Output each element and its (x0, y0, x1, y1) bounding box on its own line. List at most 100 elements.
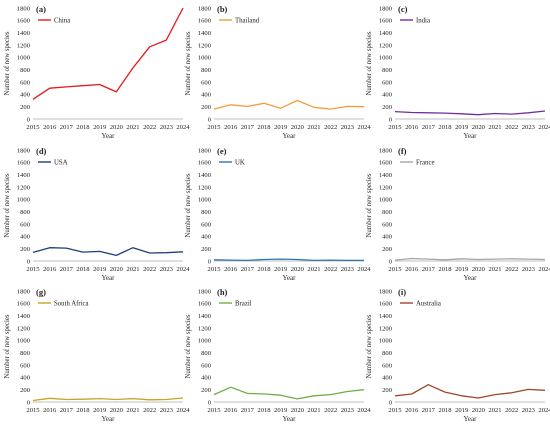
y-tick-label: 0 (27, 399, 31, 406)
x-tick-label: 2016 (405, 407, 419, 414)
y-tick-label: 1400 (198, 172, 212, 179)
data-point (528, 259, 529, 260)
data-point (230, 259, 231, 260)
y-tick-label: 1600 (17, 18, 31, 25)
data-point (528, 389, 529, 390)
y-tick-label: 1200 (198, 42, 212, 49)
x-tick-label: 2022 (324, 266, 337, 273)
y-tick-label: 1600 (17, 301, 31, 308)
x-tick-label: 2021 (488, 266, 501, 273)
data-point (49, 88, 50, 89)
x-tick-label: 2018 (438, 124, 452, 131)
y-tick-label: 400 (201, 92, 212, 99)
data-point (461, 395, 462, 396)
x-tick-label: 2019 (274, 407, 288, 414)
y-tick-label: 1200 (17, 42, 31, 49)
data-point (132, 67, 133, 68)
y-tick-label: 1800 (198, 5, 212, 12)
y-tick-label: 600 (201, 362, 212, 369)
x-tick-label: 2024 (176, 407, 190, 414)
data-point (99, 398, 100, 399)
x-tick-label: 2016 (405, 124, 419, 131)
x-tick-label: 2015 (388, 124, 402, 131)
y-axis-title: Number of new species (4, 173, 11, 237)
y-tick-label: 400 (20, 375, 31, 382)
y-tick-label: 800 (201, 209, 212, 216)
y-tick-label: 1800 (379, 288, 393, 295)
data-point (263, 103, 264, 104)
y-tick-label: 1600 (198, 18, 212, 25)
data-point (511, 392, 512, 393)
x-tick-label: 2021 (126, 407, 139, 414)
x-tick-label: 2022 (324, 407, 337, 414)
y-tick-label: 0 (27, 116, 31, 123)
y-tick-label: 1400 (198, 313, 212, 320)
data-point (166, 39, 167, 40)
x-tick-label: 2023 (341, 266, 355, 273)
data-point (444, 113, 445, 114)
x-tick-label: 2022 (324, 124, 337, 131)
y-tick-label: 1400 (17, 172, 31, 179)
data-point (82, 399, 83, 400)
data-point (494, 259, 495, 260)
x-tick-label: 2021 (488, 407, 501, 414)
data-point (528, 112, 529, 113)
series-line-australia (394, 384, 546, 399)
x-tick-label: 2016 (224, 266, 238, 273)
x-tick-label: 2019 (455, 266, 469, 273)
y-tick-label: 200 (201, 246, 212, 253)
x-tick-label: 2020 (291, 407, 305, 414)
x-tick-label: 2017 (422, 266, 436, 273)
panel-label: (f) (398, 146, 407, 156)
x-tick-label: 2018 (76, 266, 90, 273)
x-tick-label: 2024 (538, 407, 550, 414)
x-tick-label: 2021 (307, 407, 320, 414)
data-point (213, 109, 214, 110)
y-tick-label: 1800 (17, 5, 31, 12)
x-axis-title: Year (283, 415, 297, 423)
x-tick-label: 2023 (522, 407, 536, 414)
x-tick-label: 2016 (224, 407, 238, 414)
data-point (444, 392, 445, 393)
x-tick-label: 2020 (472, 266, 486, 273)
data-point (247, 106, 248, 107)
x-tick-label: 2020 (472, 124, 486, 131)
data-point (297, 100, 298, 101)
data-point (347, 260, 348, 261)
y-tick-label: 1800 (17, 147, 31, 154)
x-tick-label: 2024 (538, 266, 550, 273)
y-tick-label: 1400 (379, 30, 393, 37)
y-tick-label: 1400 (379, 313, 393, 320)
legend-label: Thailand (235, 18, 260, 25)
x-tick-label: 2022 (505, 124, 518, 131)
x-tick-label: 2016 (405, 266, 419, 273)
y-tick-label: 600 (201, 221, 212, 228)
data-point (511, 113, 512, 114)
data-point (280, 108, 281, 109)
data-point (66, 86, 67, 87)
data-point (132, 398, 133, 399)
x-tick-label: 2018 (438, 266, 452, 273)
data-point (363, 106, 364, 107)
data-point (99, 84, 100, 85)
x-tick-label: 2017 (60, 407, 74, 414)
legend-label: USA (54, 160, 68, 167)
data-point (444, 259, 445, 260)
y-tick-label: 200 (382, 104, 393, 111)
data-point (182, 7, 183, 8)
x-axis-title: Year (464, 132, 478, 140)
x-tick-label: 2019 (93, 266, 107, 273)
x-tick-label: 2017 (60, 124, 74, 131)
y-tick-label: 400 (20, 92, 31, 99)
y-tick-label: 1600 (198, 301, 212, 308)
y-tick-label: 800 (382, 67, 393, 74)
y-tick-label: 600 (382, 362, 393, 369)
y-axis-title: Number of new species (366, 31, 373, 95)
x-tick-label: 2020 (110, 407, 124, 414)
panel-label: (a) (36, 4, 46, 14)
x-tick-label: 2019 (93, 124, 107, 131)
x-tick-label: 2017 (241, 266, 255, 273)
y-tick-label: 600 (382, 79, 393, 86)
